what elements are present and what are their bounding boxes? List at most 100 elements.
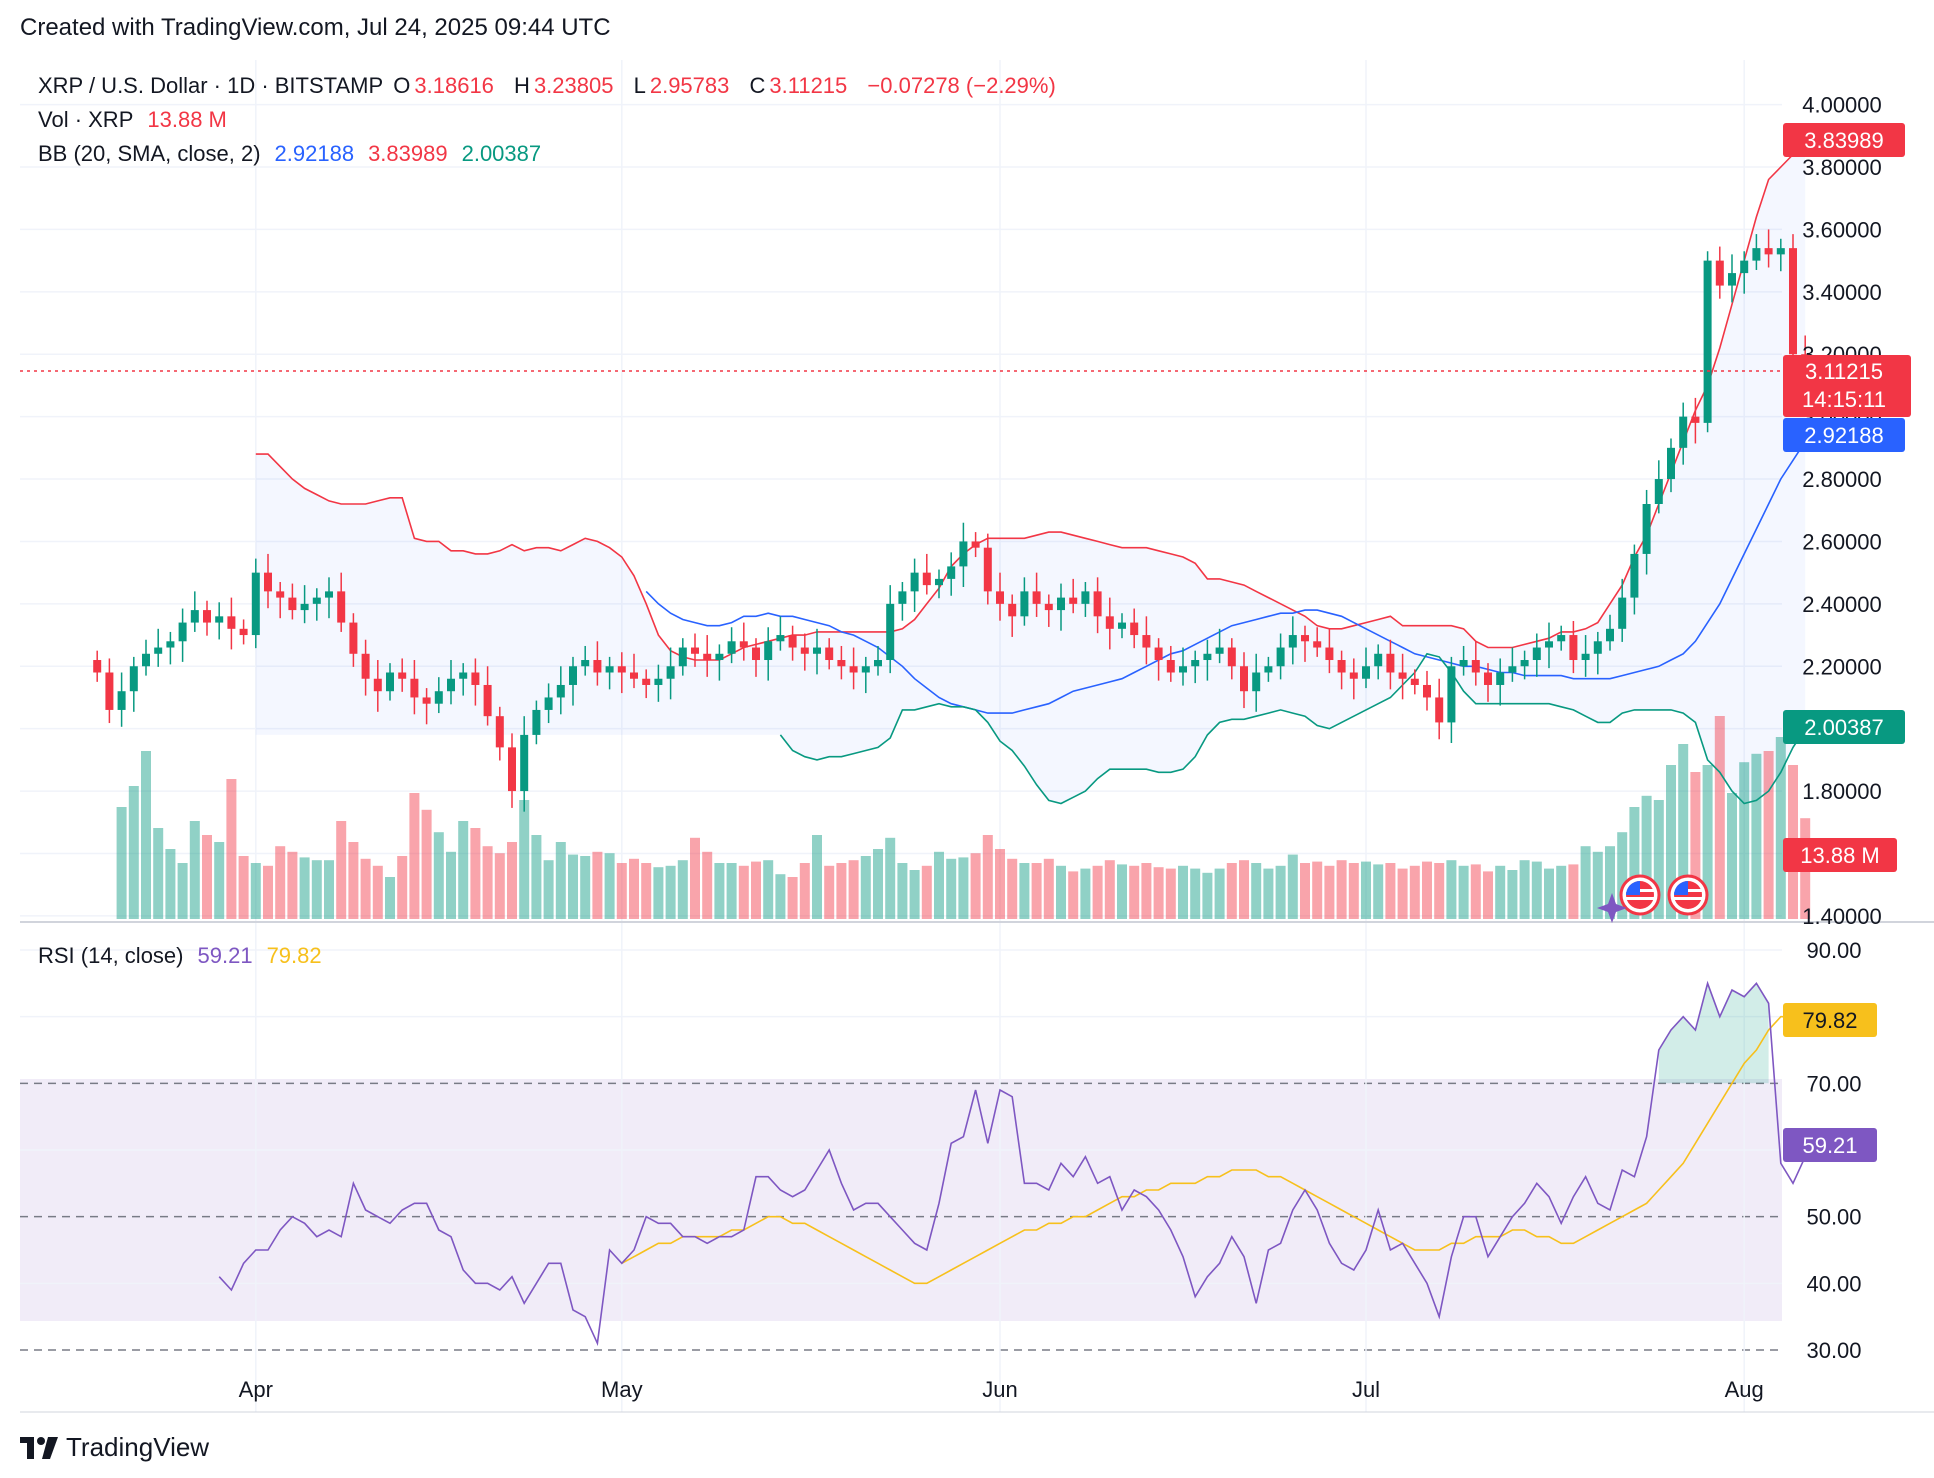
- bb-lower-line: [779, 652, 1806, 805]
- volume-bar: [1068, 871, 1079, 919]
- candle-body: [532, 709, 541, 735]
- candle-body: [1484, 672, 1492, 685]
- candle-body: [1301, 635, 1309, 642]
- volume-bar: [141, 751, 151, 919]
- candle-body: [544, 697, 553, 710]
- volume-bar: [921, 865, 932, 919]
- price-tick-label: 1.40000: [1802, 904, 1882, 929]
- volume-bar: [1690, 772, 1701, 919]
- volume-bar: [568, 854, 578, 919]
- rsi-label[interactable]: RSI (14, close): [38, 943, 184, 968]
- candle-body: [154, 647, 163, 654]
- volume-bar: [214, 842, 225, 919]
- candle-body: [520, 734, 529, 792]
- candle-body: [1581, 653, 1590, 661]
- rsi-band-fill: [20, 1079, 1782, 1321]
- candle-body: [459, 672, 468, 679]
- close-value: 3.11215: [769, 73, 848, 98]
- candle-body: [1423, 684, 1431, 698]
- bb-basis-value: 2.92188: [274, 141, 355, 166]
- candle-body: [1593, 641, 1602, 654]
- candle-body: [703, 653, 712, 661]
- bb-basis-badge-text: 2.92188: [1804, 423, 1884, 448]
- candle-body: [1337, 660, 1346, 673]
- volume-bar: [519, 800, 530, 919]
- rsi-line: [218, 980, 1806, 1347]
- candle-body: [1166, 660, 1175, 673]
- volume-bar: [604, 853, 615, 919]
- candle-body: [666, 666, 675, 679]
- candle-body: [142, 653, 150, 667]
- volume-bar: [1165, 868, 1176, 919]
- time-tick-label: Jul: [1352, 1377, 1380, 1402]
- volume-bar: [446, 851, 456, 919]
- candle-body: [593, 660, 602, 673]
- volume-bar: [1666, 765, 1676, 919]
- candle-body: [1118, 622, 1126, 629]
- volume-bar: [275, 846, 286, 919]
- bb-upper-badge-text: 3.83989: [1804, 128, 1884, 153]
- candle-body: [898, 591, 907, 604]
- price-legend: XRP / U.S. Dollar · 1D · BITSTAMP O 3.186…: [38, 73, 1060, 99]
- candle-body: [1349, 672, 1358, 679]
- volume-bar: [189, 821, 200, 919]
- candle-body: [471, 672, 480, 685]
- high-value: 3.23805: [533, 73, 614, 98]
- volume-bar: [1519, 860, 1530, 919]
- candle-body: [776, 635, 785, 642]
- volume-bar: [177, 863, 188, 919]
- candle-body: [1752, 248, 1761, 261]
- time-tick-label: May: [601, 1377, 643, 1402]
- bollinger-fill: [255, 154, 1806, 804]
- volume-bar: [348, 842, 359, 919]
- volume-bar: [934, 851, 944, 919]
- bb-label[interactable]: BB (20, SMA, close, 2): [38, 141, 261, 166]
- symbol-title[interactable]: XRP / U.S. Dollar · 1D · BITSTAMP: [38, 73, 384, 98]
- candle-body: [239, 628, 248, 636]
- candle-body: [447, 678, 455, 692]
- rsi-ma-value: 79.82: [266, 943, 322, 968]
- candle-body: [1679, 416, 1688, 448]
- volume-bar: [738, 865, 749, 919]
- tradingview-logo[interactable]: TradingView: [20, 1432, 209, 1463]
- volume-bar: [824, 865, 835, 919]
- candle-body: [288, 597, 297, 611]
- volume-bar: [1080, 868, 1091, 919]
- volume-bar: [1470, 864, 1481, 919]
- candle-body: [1715, 260, 1724, 286]
- volume-bar: [1348, 863, 1359, 919]
- volume-bar: [1031, 863, 1042, 919]
- us-flag-event-icon[interactable]: [1619, 874, 1661, 916]
- volume-bar: [458, 821, 469, 919]
- volume-bar: [1214, 868, 1225, 919]
- us-flag-event-icon-2[interactable]: [1667, 874, 1709, 916]
- price-tick-label: 2.80000: [1802, 467, 1882, 492]
- candle-body: [1252, 672, 1261, 692]
- price-tick-label: 3.60000: [1802, 217, 1882, 242]
- price-tick-label: 4.00000: [1802, 93, 1882, 118]
- rsi-ma-badge-text: 79.82: [1802, 1008, 1857, 1033]
- candle-body: [264, 572, 272, 592]
- sparkle-icon[interactable]: [1597, 893, 1627, 923]
- price-tick-label: 2.60000: [1802, 529, 1882, 554]
- volume-bar: [1751, 753, 1762, 919]
- volume-bar: [1458, 865, 1469, 919]
- candle-body: [996, 591, 1004, 604]
- candle-body: [910, 572, 919, 592]
- rsi-tick-label: 50.00: [1806, 1205, 1861, 1230]
- volume-bar: [1043, 858, 1054, 919]
- volume-bar: [397, 856, 408, 919]
- candle-body: [251, 572, 260, 636]
- volume-bar: [1592, 851, 1603, 919]
- bb-lower-badge-text: 2.00387: [1804, 715, 1884, 740]
- volume-bar: [1653, 800, 1664, 919]
- candle-body: [1154, 647, 1163, 661]
- volume-bar: [995, 849, 1005, 919]
- volume-label[interactable]: Vol · XRP: [38, 107, 134, 132]
- rsi-overbought-fill: [1658, 983, 1769, 1084]
- candle-body: [1740, 260, 1749, 274]
- candles: [93, 229, 1810, 812]
- open-label: O: [393, 73, 411, 98]
- volume-bar: [1287, 854, 1298, 919]
